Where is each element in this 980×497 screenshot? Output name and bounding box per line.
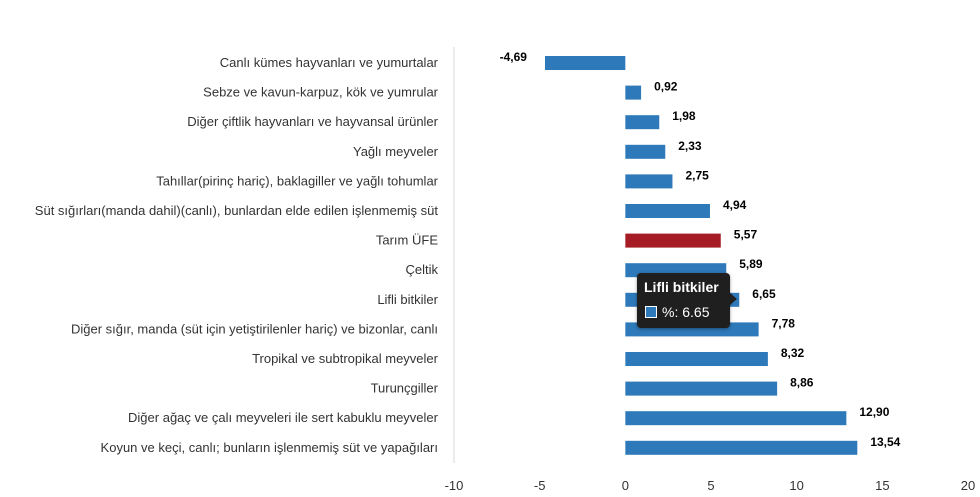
tooltip-arrow (730, 293, 737, 305)
bar[interactable] (625, 144, 666, 159)
x-tick-label: 15 (875, 478, 889, 493)
data-label: 8,86 (790, 376, 814, 390)
x-tick-label: 20 (961, 478, 975, 493)
x-tick-label: 10 (789, 478, 803, 493)
category-label: Sebze ve kavun-karpuz, kök ve yumrular (203, 85, 438, 100)
data-label: 2,75 (685, 168, 709, 182)
bar[interactable] (544, 56, 626, 70)
bar[interactable] (625, 440, 858, 455)
tooltip: Lifli bitkiler %: 6.65 (637, 273, 737, 328)
tooltip-row: %: 6.65 (645, 304, 709, 320)
value-labels: -4,69 0,92 1,98 2,33 2,75 4,94 5,57 5,89 6,65 7,7… (500, 50, 901, 449)
x-axis-ticks: -10 -5 0 5 10 15 20 (445, 478, 976, 493)
data-label: 1,98 (672, 109, 696, 123)
bar[interactable] (625, 204, 710, 218)
x-tick-label: 5 (707, 478, 714, 493)
data-label: 0,92 (654, 80, 678, 94)
x-tick-label: -5 (534, 478, 546, 493)
tooltip-title: Lifli bitkiler (644, 279, 719, 295)
category-label: Tarım ÜFE (376, 233, 438, 248)
category-label: Diğer ağaç ve çalı meyveleri ile sert ka… (128, 410, 439, 425)
category-label: Yağlı meyveler (353, 144, 439, 159)
data-label: -4,69 (500, 50, 528, 64)
data-label: 6,65 (752, 287, 776, 301)
category-label: Tahıllar(pirinç hariç), baklagiller ve y… (156, 173, 438, 188)
category-label: Koyun ve keçi, canlı; bunların işlenmemi… (101, 440, 438, 455)
data-label: 7,78 (772, 316, 796, 330)
category-label: Diğer sığır, manda (süt için yetiştirile… (71, 321, 438, 336)
tooltip-value: %: 6.65 (662, 304, 710, 320)
category-labels: Canlı kümes hayvanları ve yumurtalar Sebz… (35, 55, 439, 455)
data-label: 8,32 (781, 346, 805, 360)
data-label: 2,33 (678, 139, 702, 153)
bar[interactable] (625, 233, 721, 248)
x-tick-label: 0 (622, 478, 629, 493)
bar[interactable] (625, 411, 847, 426)
bar[interactable] (625, 381, 778, 396)
tooltip-swatch (645, 306, 657, 318)
bar[interactable] (625, 115, 660, 130)
category-label: Süt sığırları(manda dahil)(canlı), bunla… (35, 203, 439, 218)
category-label: Diğer çiftlik hayvanları ve hayvansal ür… (187, 114, 438, 129)
data-label: 4,94 (723, 198, 747, 212)
data-label: 13,54 (870, 435, 900, 449)
x-tick-label: -10 (445, 478, 464, 493)
bars-group (544, 56, 858, 455)
data-label: 5,57 (734, 228, 758, 242)
bar[interactable] (625, 174, 673, 189)
data-label: 5,89 (739, 257, 763, 271)
category-label: Çeltik (405, 262, 438, 277)
bar[interactable] (625, 352, 768, 366)
category-label: Turunçgiller (371, 381, 439, 396)
bar[interactable] (625, 85, 642, 100)
category-label: Tropikal ve subtropikal meyveler (252, 351, 439, 366)
category-label: Lifli bitkiler (377, 292, 438, 307)
data-label: 12,90 (859, 405, 889, 419)
category-label: Canlı kümes hayvanları ve yumurtalar (220, 55, 439, 70)
